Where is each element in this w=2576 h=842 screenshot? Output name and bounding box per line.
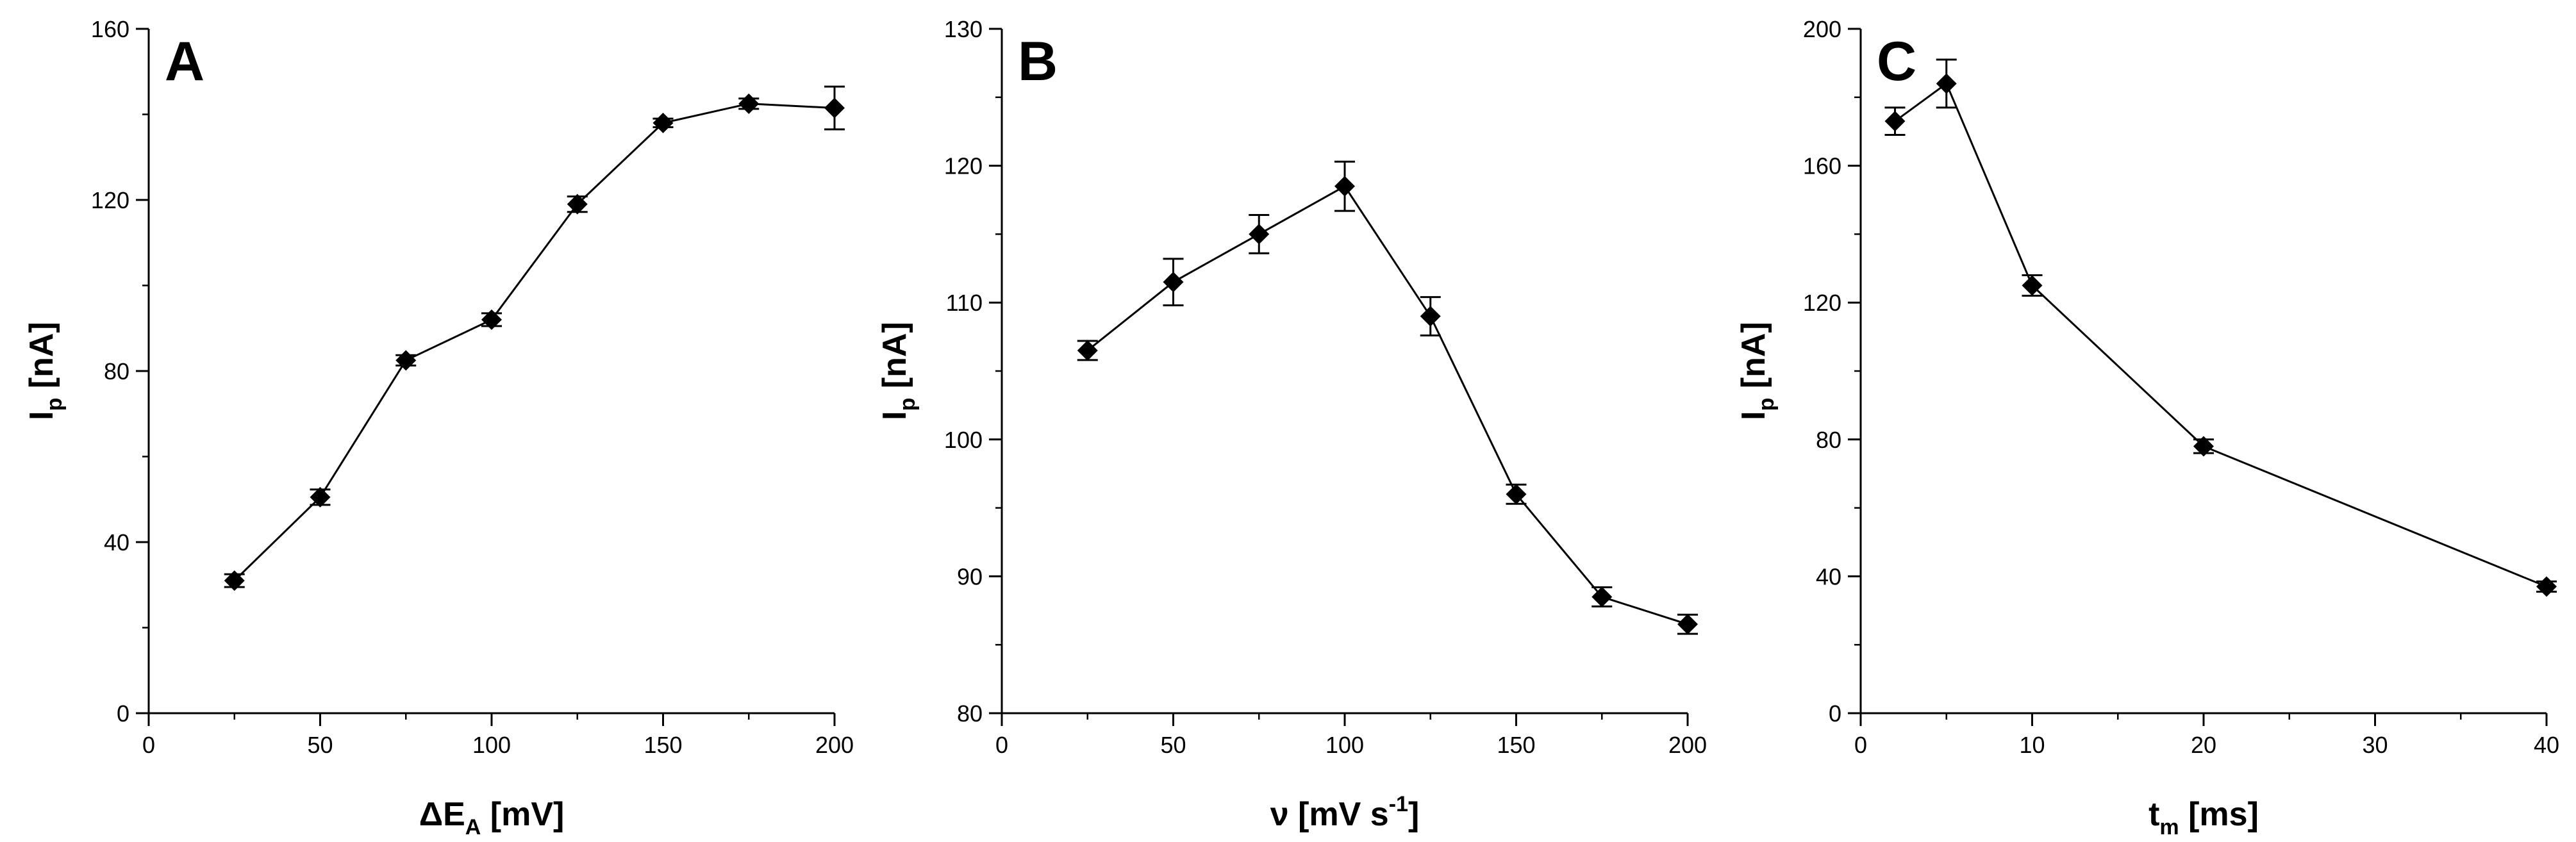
x-tick-label: 150 bbox=[644, 732, 682, 758]
x-tick-label: 0 bbox=[995, 732, 1008, 758]
x-tick-label: 20 bbox=[2191, 732, 2216, 758]
x-tick-label: 50 bbox=[1160, 732, 1186, 758]
y-tick-label: 110 bbox=[946, 290, 983, 316]
data-point-marker bbox=[2536, 576, 2557, 597]
data-point-marker bbox=[224, 570, 245, 591]
panel-letter: C bbox=[1877, 31, 1916, 92]
data-point-marker bbox=[652, 112, 674, 133]
y-tick-label: 120 bbox=[1803, 290, 1841, 316]
panel-A: 0 50 100 150 200 0 40 80 120 160 A ΔEA [mV] Ip [nA] bbox=[23, 16, 854, 839]
data-point-marker bbox=[1163, 272, 1184, 293]
data-point-marker bbox=[1420, 306, 1441, 327]
x-tick-label: 200 bbox=[815, 732, 854, 758]
data-point-marker bbox=[1506, 484, 1527, 505]
panel-letter: A bbox=[165, 31, 204, 92]
y-tick-label: 120 bbox=[944, 153, 983, 179]
data-point-marker bbox=[2022, 275, 2043, 296]
x-tick-label: 100 bbox=[472, 732, 511, 758]
y-axis-title: Ip [nA] bbox=[876, 322, 920, 420]
data-point-marker bbox=[1936, 73, 1957, 94]
x-axis-title: ν [mV s-1] bbox=[1270, 792, 1420, 833]
y-tick-label: 160 bbox=[91, 16, 129, 42]
y-tick-label: 200 bbox=[1803, 16, 1841, 42]
y-tick-label: 90 bbox=[957, 563, 983, 590]
y-tick-label: 160 bbox=[1803, 153, 1841, 179]
series-line bbox=[1086, 185, 1688, 625]
y-tick-label: 0 bbox=[117, 700, 129, 727]
y-tick-label: 40 bbox=[1816, 563, 1841, 590]
data-point-marker bbox=[824, 97, 845, 119]
panel-letter: B bbox=[1018, 31, 1058, 92]
data-point-marker bbox=[395, 350, 417, 371]
x-tick-label: 30 bbox=[2362, 732, 2388, 758]
y-tick-label: 130 bbox=[944, 16, 983, 42]
y-axis-title: Ip [nA] bbox=[1735, 322, 1779, 420]
x-tick-label: 0 bbox=[142, 732, 155, 758]
x-tick-label: 10 bbox=[2019, 732, 2045, 758]
y-tick-label: 40 bbox=[104, 529, 129, 556]
x-tick-label: 50 bbox=[307, 732, 333, 758]
data-point-marker bbox=[738, 93, 760, 114]
data-point-marker bbox=[1591, 586, 1613, 607]
x-axis-title: ΔEA [mV] bbox=[419, 796, 565, 839]
data-point-marker bbox=[481, 309, 502, 330]
y-tick-label: 80 bbox=[957, 700, 983, 727]
series-line bbox=[233, 103, 835, 582]
data-point-marker bbox=[567, 194, 588, 215]
x-tick-label: 150 bbox=[1497, 732, 1535, 758]
y-tick-label: 100 bbox=[944, 427, 983, 453]
data-point-marker bbox=[1249, 224, 1270, 245]
x-axis-title: tm [ms] bbox=[2148, 796, 2259, 839]
data-point-marker bbox=[1677, 614, 1698, 635]
y-tick-label: 120 bbox=[91, 187, 129, 213]
x-tick-label: 200 bbox=[1668, 732, 1707, 758]
data-point-marker bbox=[2193, 436, 2214, 457]
panel-B: 0 50 100 150 200 80 90 100 110 120 130 Bν [mV s-1] I… bbox=[876, 16, 1707, 833]
y-tick-label: 80 bbox=[1816, 427, 1841, 453]
y-axis-title: Ip [nA] bbox=[23, 322, 67, 420]
y-tick-label: 0 bbox=[1829, 700, 1841, 727]
data-point-marker bbox=[310, 486, 331, 508]
x-tick-label: 100 bbox=[1325, 732, 1364, 758]
x-tick-label: 40 bbox=[2534, 732, 2559, 758]
y-tick-label: 80 bbox=[104, 358, 129, 384]
series-line bbox=[1894, 82, 2547, 588]
panel-C: 0 10 20 30 40 0 40 80 120 160 200 Ctm [ms] Ip [nA] bbox=[1735, 16, 2559, 839]
data-point-marker bbox=[1077, 340, 1098, 361]
data-point-marker bbox=[1334, 176, 1355, 197]
x-tick-label: 0 bbox=[1854, 732, 1867, 758]
data-point-marker bbox=[1884, 111, 1906, 132]
